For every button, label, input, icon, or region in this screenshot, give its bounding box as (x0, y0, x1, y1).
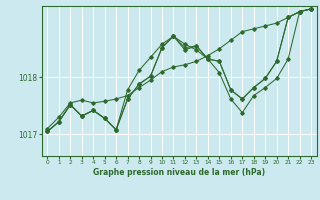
X-axis label: Graphe pression niveau de la mer (hPa): Graphe pression niveau de la mer (hPa) (93, 168, 265, 177)
